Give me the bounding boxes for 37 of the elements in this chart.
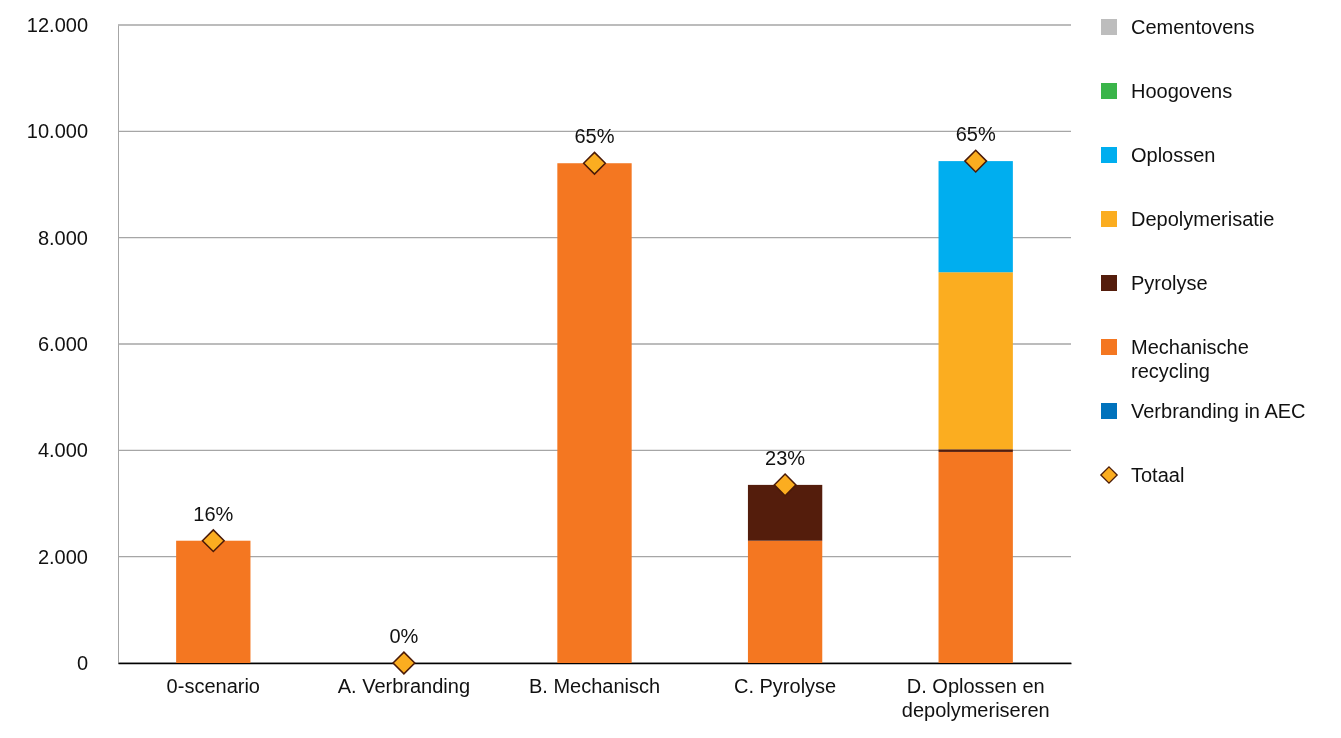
bar bbox=[938, 451, 1013, 663]
x-tick-label: 0-scenario bbox=[166, 675, 260, 698]
legend-label: Oplossen bbox=[1131, 144, 1216, 166]
x-tick-label: C. Pyrolyse bbox=[733, 675, 837, 698]
point bbox=[964, 149, 988, 173]
point bbox=[773, 473, 797, 497]
y-tick-label: 0 bbox=[76, 651, 88, 674]
annotation: 65% bbox=[955, 123, 996, 146]
point bbox=[392, 651, 416, 675]
bar bbox=[938, 449, 1013, 452]
point bbox=[201, 529, 225, 553]
legend-label: Verbranding in AEC bbox=[1131, 400, 1306, 422]
y-tick-label: 4.000 bbox=[37, 439, 88, 462]
bar bbox=[557, 163, 632, 663]
bar bbox=[176, 540, 251, 663]
x-tick-label: D. Oplossen en depolymeriseren bbox=[901, 675, 1050, 722]
y-tick-label: 12.000 bbox=[26, 13, 88, 36]
x-tick-label: B. Mechanisch bbox=[528, 675, 661, 698]
y-tick-label: 8.000 bbox=[37, 226, 88, 249]
x-tick-label: A. Verbranding bbox=[337, 675, 471, 698]
annotation: 16% bbox=[193, 502, 234, 525]
bar bbox=[938, 161, 1013, 273]
y-tick-label: 6.000 bbox=[37, 332, 88, 355]
annotation: 23% bbox=[765, 446, 806, 469]
y-tick-label: 2.000 bbox=[37, 545, 88, 568]
legend-label: Hoogovens bbox=[1131, 80, 1233, 102]
bar bbox=[747, 540, 823, 663]
bar bbox=[938, 272, 1013, 450]
legend-label: Pyrolyse bbox=[1131, 272, 1208, 294]
point bbox=[582, 151, 607, 175]
legend-label: Cementovens bbox=[1131, 16, 1255, 38]
annotation: 0% bbox=[389, 625, 419, 647]
legend-label: Mechanische recycling bbox=[1131, 336, 1249, 382]
y-tick-label: 10.000 bbox=[26, 120, 88, 143]
annotation: 65% bbox=[574, 125, 615, 148]
legend-label: Totaal bbox=[1131, 464, 1185, 486]
legend-label: Depolymerisatie bbox=[1131, 208, 1275, 230]
